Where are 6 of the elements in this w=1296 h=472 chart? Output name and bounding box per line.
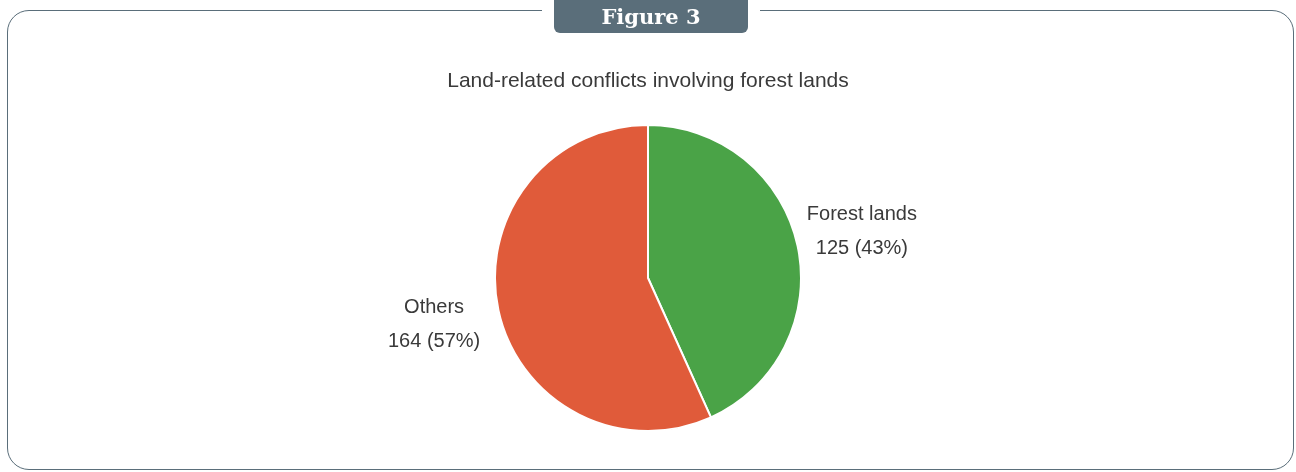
data-label: 164 (57%) (387, 328, 481, 351)
chart-title: Land-related conflicts involving forest lands (446, 68, 850, 92)
data-label: 125 (43%) (815, 236, 909, 259)
caption: Figure 3 (554, 0, 748, 33)
slice-label: Others (404, 294, 465, 317)
slice-label: Forest lands (806, 202, 917, 225)
